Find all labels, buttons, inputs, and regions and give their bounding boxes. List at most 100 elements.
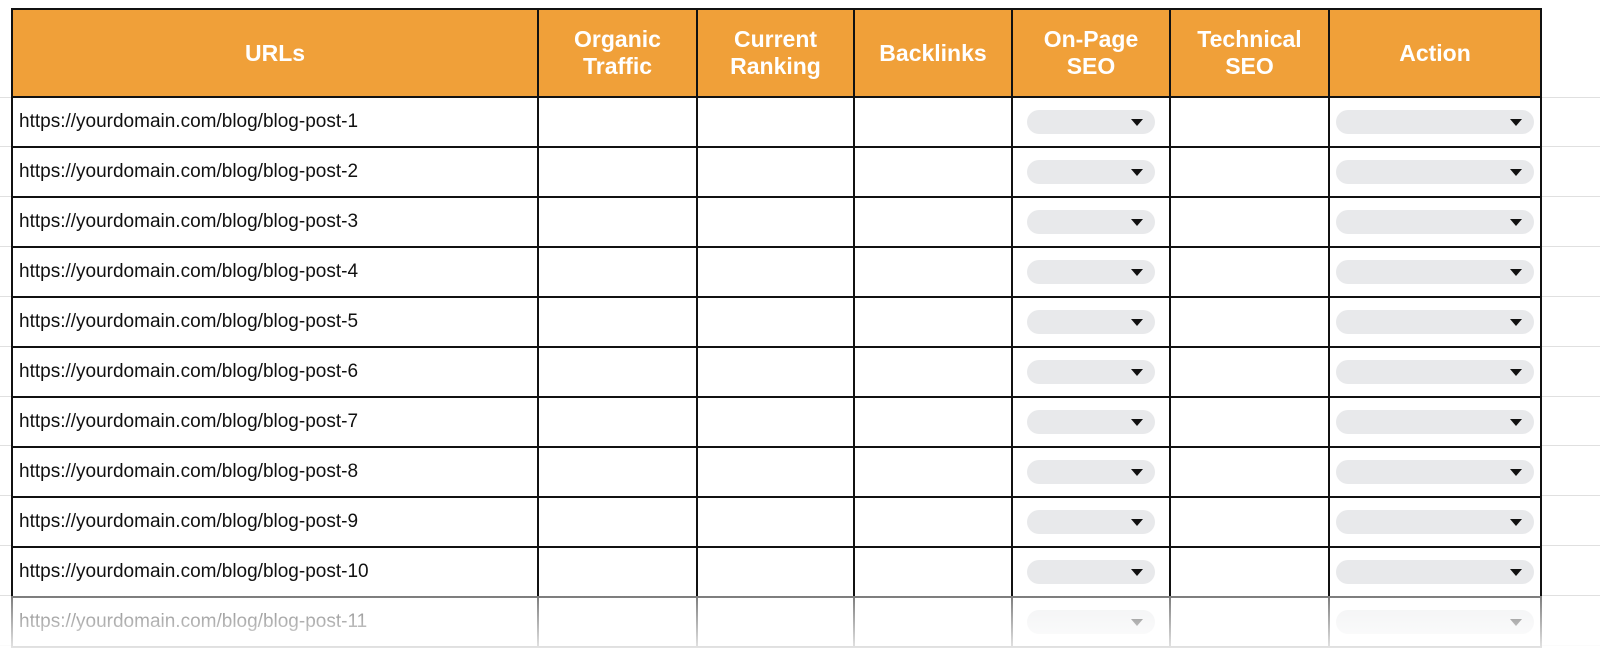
action-dropdown[interactable] xyxy=(1336,310,1534,334)
action-cell[interactable] xyxy=(1328,346,1542,398)
url-cell[interactable]: https://yourdomain.com/blog/blog-post-10 xyxy=(11,546,539,598)
backlinks-cell[interactable] xyxy=(853,296,1013,348)
current-ranking-cell[interactable] xyxy=(696,596,855,648)
technical-seo-cell[interactable] xyxy=(1169,246,1330,298)
header-technical-seo[interactable]: Technical SEO xyxy=(1169,8,1330,98)
technical-seo-cell[interactable] xyxy=(1169,396,1330,448)
on-page-seo-dropdown[interactable] xyxy=(1027,110,1155,134)
technical-seo-cell[interactable] xyxy=(1169,96,1330,148)
action-dropdown[interactable] xyxy=(1336,160,1534,184)
url-cell[interactable]: https://yourdomain.com/blog/blog-post-2 xyxy=(11,146,539,198)
current-ranking-cell[interactable] xyxy=(696,496,855,548)
organic-traffic-cell[interactable] xyxy=(537,96,698,148)
on-page-seo-cell[interactable] xyxy=(1011,146,1171,198)
technical-seo-cell[interactable] xyxy=(1169,146,1330,198)
url-cell[interactable]: https://yourdomain.com/blog/blog-post-6 xyxy=(11,346,539,398)
url-cell[interactable]: https://yourdomain.com/blog/blog-post-5 xyxy=(11,296,539,348)
on-page-seo-dropdown[interactable] xyxy=(1027,510,1155,534)
url-cell[interactable]: https://yourdomain.com/blog/blog-post-7 xyxy=(11,396,539,448)
action-dropdown[interactable] xyxy=(1336,260,1534,284)
technical-seo-cell[interactable] xyxy=(1169,346,1330,398)
organic-traffic-cell[interactable] xyxy=(537,346,698,398)
technical-seo-cell[interactable] xyxy=(1169,296,1330,348)
on-page-seo-dropdown[interactable] xyxy=(1027,460,1155,484)
current-ranking-cell[interactable] xyxy=(696,546,855,598)
backlinks-cell[interactable] xyxy=(853,446,1013,498)
url-cell[interactable]: https://yourdomain.com/blog/blog-post-9 xyxy=(11,496,539,548)
action-cell[interactable] xyxy=(1328,546,1542,598)
organic-traffic-cell[interactable] xyxy=(537,296,698,348)
backlinks-cell[interactable] xyxy=(853,246,1013,298)
action-cell[interactable] xyxy=(1328,196,1542,248)
header-urls[interactable]: URLs xyxy=(11,8,539,98)
on-page-seo-cell[interactable] xyxy=(1011,396,1171,448)
organic-traffic-cell[interactable] xyxy=(537,246,698,298)
action-cell[interactable] xyxy=(1328,146,1542,198)
on-page-seo-cell[interactable] xyxy=(1011,196,1171,248)
header-organic-traffic[interactable]: Organic Traffic xyxy=(537,8,698,98)
action-dropdown[interactable] xyxy=(1336,610,1534,634)
action-dropdown[interactable] xyxy=(1336,210,1534,234)
on-page-seo-cell[interactable] xyxy=(1011,546,1171,598)
current-ranking-cell[interactable] xyxy=(696,296,855,348)
backlinks-cell[interactable] xyxy=(853,346,1013,398)
organic-traffic-cell[interactable] xyxy=(537,396,698,448)
on-page-seo-cell[interactable] xyxy=(1011,96,1171,148)
on-page-seo-cell[interactable] xyxy=(1011,596,1171,648)
action-dropdown[interactable] xyxy=(1336,460,1534,484)
action-cell[interactable] xyxy=(1328,446,1542,498)
backlinks-cell[interactable] xyxy=(853,596,1013,648)
action-cell[interactable] xyxy=(1328,396,1542,448)
action-dropdown[interactable] xyxy=(1336,410,1534,434)
header-action[interactable]: Action xyxy=(1328,8,1542,98)
action-cell[interactable] xyxy=(1328,296,1542,348)
action-cell[interactable] xyxy=(1328,96,1542,148)
technical-seo-cell[interactable] xyxy=(1169,446,1330,498)
backlinks-cell[interactable] xyxy=(853,546,1013,598)
on-page-seo-dropdown[interactable] xyxy=(1027,160,1155,184)
technical-seo-cell[interactable] xyxy=(1169,196,1330,248)
url-cell[interactable]: https://yourdomain.com/blog/blog-post-11 xyxy=(11,596,539,648)
on-page-seo-dropdown[interactable] xyxy=(1027,410,1155,434)
backlinks-cell[interactable] xyxy=(853,96,1013,148)
on-page-seo-cell[interactable] xyxy=(1011,496,1171,548)
on-page-seo-cell[interactable] xyxy=(1011,346,1171,398)
backlinks-cell[interactable] xyxy=(853,496,1013,548)
on-page-seo-cell[interactable] xyxy=(1011,296,1171,348)
current-ranking-cell[interactable] xyxy=(696,346,855,398)
on-page-seo-dropdown[interactable] xyxy=(1027,360,1155,384)
action-cell[interactable] xyxy=(1328,246,1542,298)
backlinks-cell[interactable] xyxy=(853,146,1013,198)
action-dropdown[interactable] xyxy=(1336,510,1534,534)
on-page-seo-dropdown[interactable] xyxy=(1027,260,1155,284)
organic-traffic-cell[interactable] xyxy=(537,546,698,598)
current-ranking-cell[interactable] xyxy=(696,396,855,448)
organic-traffic-cell[interactable] xyxy=(537,446,698,498)
backlinks-cell[interactable] xyxy=(853,196,1013,248)
technical-seo-cell[interactable] xyxy=(1169,546,1330,598)
technical-seo-cell[interactable] xyxy=(1169,596,1330,648)
organic-traffic-cell[interactable] xyxy=(537,496,698,548)
on-page-seo-dropdown[interactable] xyxy=(1027,210,1155,234)
action-dropdown[interactable] xyxy=(1336,110,1534,134)
current-ranking-cell[interactable] xyxy=(696,446,855,498)
action-dropdown[interactable] xyxy=(1336,360,1534,384)
on-page-seo-dropdown[interactable] xyxy=(1027,560,1155,584)
url-cell[interactable]: https://yourdomain.com/blog/blog-post-8 xyxy=(11,446,539,498)
on-page-seo-dropdown[interactable] xyxy=(1027,610,1155,634)
url-cell[interactable]: https://yourdomain.com/blog/blog-post-4 xyxy=(11,246,539,298)
organic-traffic-cell[interactable] xyxy=(537,196,698,248)
on-page-seo-dropdown[interactable] xyxy=(1027,310,1155,334)
header-current-ranking[interactable]: Current Ranking xyxy=(696,8,855,98)
current-ranking-cell[interactable] xyxy=(696,246,855,298)
backlinks-cell[interactable] xyxy=(853,396,1013,448)
current-ranking-cell[interactable] xyxy=(696,96,855,148)
action-cell[interactable] xyxy=(1328,596,1542,648)
action-dropdown[interactable] xyxy=(1336,560,1534,584)
header-backlinks[interactable]: Backlinks xyxy=(853,8,1013,98)
technical-seo-cell[interactable] xyxy=(1169,496,1330,548)
current-ranking-cell[interactable] xyxy=(696,146,855,198)
on-page-seo-cell[interactable] xyxy=(1011,446,1171,498)
organic-traffic-cell[interactable] xyxy=(537,596,698,648)
url-cell[interactable]: https://yourdomain.com/blog/blog-post-1 xyxy=(11,96,539,148)
